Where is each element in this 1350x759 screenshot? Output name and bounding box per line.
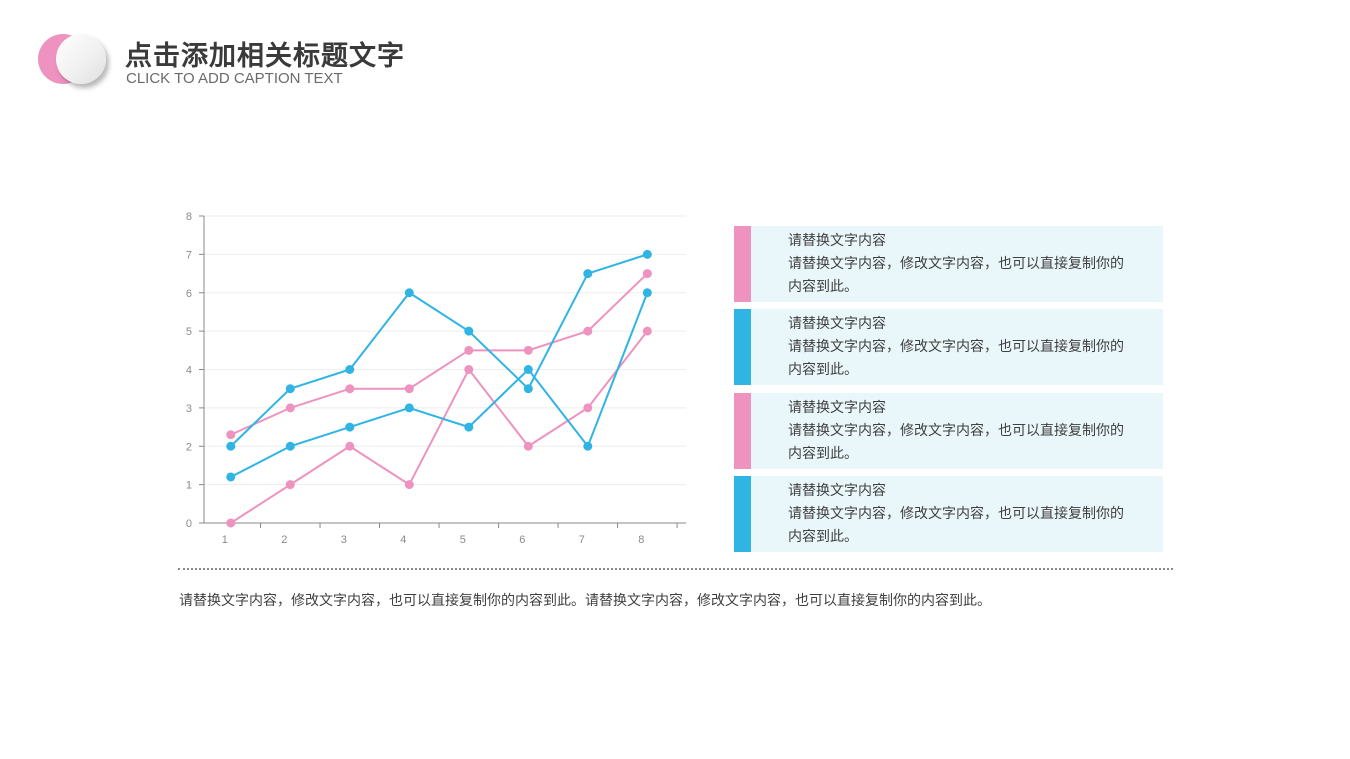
data-point — [464, 326, 474, 336]
footer-text[interactable]: 请替换文字内容，修改文字内容，也可以直接复制你的内容到此。请替换文字内容，修改文… — [179, 593, 991, 609]
data-point — [523, 365, 533, 374]
data-point — [285, 403, 295, 413]
x-tick-label: 5 — [460, 534, 466, 546]
panel-body: 请替换文字内容，修改文字内容，也可以直接复制你的内容到此。 — [788, 256, 1124, 295]
panel-body: 请替换文字内容，修改文字内容，也可以直接复制你的内容到此。 — [788, 423, 1124, 462]
data-point — [464, 422, 474, 432]
data-point — [583, 441, 593, 451]
data-point — [523, 384, 533, 394]
x-tick-label: 3 — [341, 534, 347, 546]
text-panel-2[interactable]: 请替换文字内容 请替换文字内容，修改文字内容，也可以直接复制你的内容到此。 — [734, 309, 1163, 385]
panel-heading: 请替换文字内容 — [788, 316, 886, 332]
text-panel-1[interactable]: 请替换文字内容 请替换文字内容，修改文字内容，也可以直接复制你的内容到此。 — [734, 226, 1163, 302]
text-panel-3[interactable]: 请替换文字内容 请替换文字内容，修改文字内容，也可以直接复制你的内容到此。 — [734, 393, 1163, 469]
y-tick-label: 7 — [186, 249, 192, 261]
x-tick-label: 7 — [579, 534, 585, 546]
x-tick-label: 4 — [400, 534, 406, 546]
data-point — [523, 345, 533, 355]
y-tick-label: 3 — [186, 403, 192, 415]
series-line-4 — [230, 253, 648, 447]
series-line-2 — [230, 272, 649, 436]
data-point — [226, 472, 236, 482]
white-circle-icon — [56, 34, 106, 84]
x-tick-label: 8 — [638, 534, 644, 546]
x-tick-label: 6 — [519, 534, 525, 546]
line-chart: 0 1 2 3 4 5 6 7 8 1 2 3 4 5 6 7 8 — [186, 211, 686, 546]
data-point — [404, 480, 414, 490]
data-point — [464, 345, 474, 355]
data-point — [642, 288, 652, 298]
data-point — [583, 403, 593, 413]
data-point — [583, 269, 593, 279]
panel-accent-bar — [734, 226, 751, 302]
data-point — [642, 326, 652, 336]
y-tick-label: 2 — [186, 441, 192, 453]
y-tick-label: 4 — [186, 365, 192, 377]
y-tick-label: 6 — [186, 288, 192, 300]
data-point — [226, 518, 236, 528]
panel-accent-bar — [734, 476, 751, 552]
dotted-divider — [178, 568, 1173, 570]
panel-heading: 请替换文字内容 — [788, 233, 886, 249]
x-tick-label: 2 — [281, 534, 287, 546]
panel-body: 请替换文字内容，修改文字内容，也可以直接复制你的内容到此。 — [788, 506, 1124, 545]
panel-accent-bar — [734, 309, 751, 385]
data-point — [345, 422, 355, 432]
data-point — [226, 441, 236, 451]
series-line-1 — [230, 330, 649, 524]
data-point — [464, 365, 474, 374]
data-point — [404, 403, 414, 413]
panel-heading: 请替换文字内容 — [788, 400, 886, 416]
data-point — [345, 384, 355, 394]
data-point — [523, 441, 533, 451]
data-point — [345, 365, 355, 374]
y-tick-label: 0 — [186, 518, 192, 530]
data-point — [642, 269, 652, 279]
y-tick-label: 5 — [186, 326, 192, 338]
data-point — [226, 430, 236, 440]
y-tick-label: 1 — [186, 480, 192, 492]
title-badge — [38, 34, 110, 88]
data-point — [642, 249, 652, 259]
y-tick-label: 8 — [186, 211, 192, 223]
data-point — [285, 384, 295, 394]
data-point — [285, 441, 295, 451]
data-point — [583, 326, 593, 336]
data-point — [345, 441, 355, 451]
series-line-3 — [230, 292, 649, 478]
panel-heading: 请替换文字内容 — [788, 483, 886, 499]
data-point — [404, 384, 414, 394]
page-subtitle[interactable]: CLICK TO ADD CAPTION TEXT — [126, 70, 343, 87]
data-point — [285, 480, 295, 490]
page-title[interactable]: 点击添加相关标题文字 — [125, 41, 405, 72]
text-panel-4[interactable]: 请替换文字内容 请替换文字内容，修改文字内容，也可以直接复制你的内容到此。 — [734, 476, 1163, 552]
panel-accent-bar — [734, 393, 751, 469]
data-point — [404, 288, 414, 298]
x-tick-label: 1 — [222, 534, 228, 546]
panel-body: 请替换文字内容，修改文字内容，也可以直接复制你的内容到此。 — [788, 339, 1124, 378]
